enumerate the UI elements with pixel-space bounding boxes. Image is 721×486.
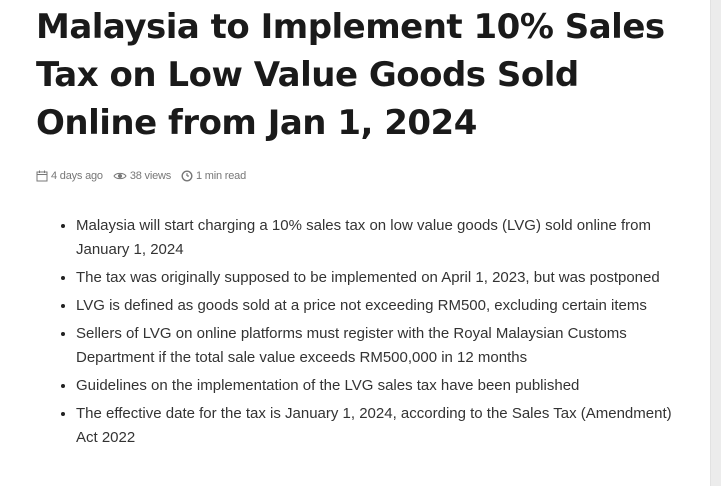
meta-date-text: 4 days ago — [51, 170, 103, 182]
meta-date: 4 days ago — [36, 170, 103, 182]
list-item: Malaysia will start charging a 10% sales… — [76, 214, 686, 262]
scrollbar-track[interactable] — [710, 0, 721, 486]
list-item: LVG is defined as goods sold at a price … — [76, 294, 686, 318]
list-item: Sellers of LVG on online platforms must … — [76, 322, 686, 370]
article-summary-list: Malaysia will start charging a 10% sales… — [58, 214, 686, 454]
list-item: The effective date for the tax is Januar… — [76, 402, 686, 450]
article-meta: 4 days ago 38 views 1 min read — [36, 168, 256, 184]
meta-read-time-text: 1 min read — [196, 170, 247, 182]
calendar-icon — [36, 170, 48, 182]
meta-views-text: 38 views — [129, 170, 172, 182]
eye-icon — [113, 172, 127, 180]
list-item: The tax was originally supposed to be im… — [76, 266, 686, 290]
list-item: Guidelines on the implementation of the … — [76, 374, 686, 398]
article-title: Malaysia to Implement 10% Sales Tax on L… — [36, 7, 665, 143]
meta-views: 38 views — [113, 170, 171, 182]
meta-read-time: 1 min read — [181, 170, 246, 182]
clock-icon — [181, 170, 193, 182]
